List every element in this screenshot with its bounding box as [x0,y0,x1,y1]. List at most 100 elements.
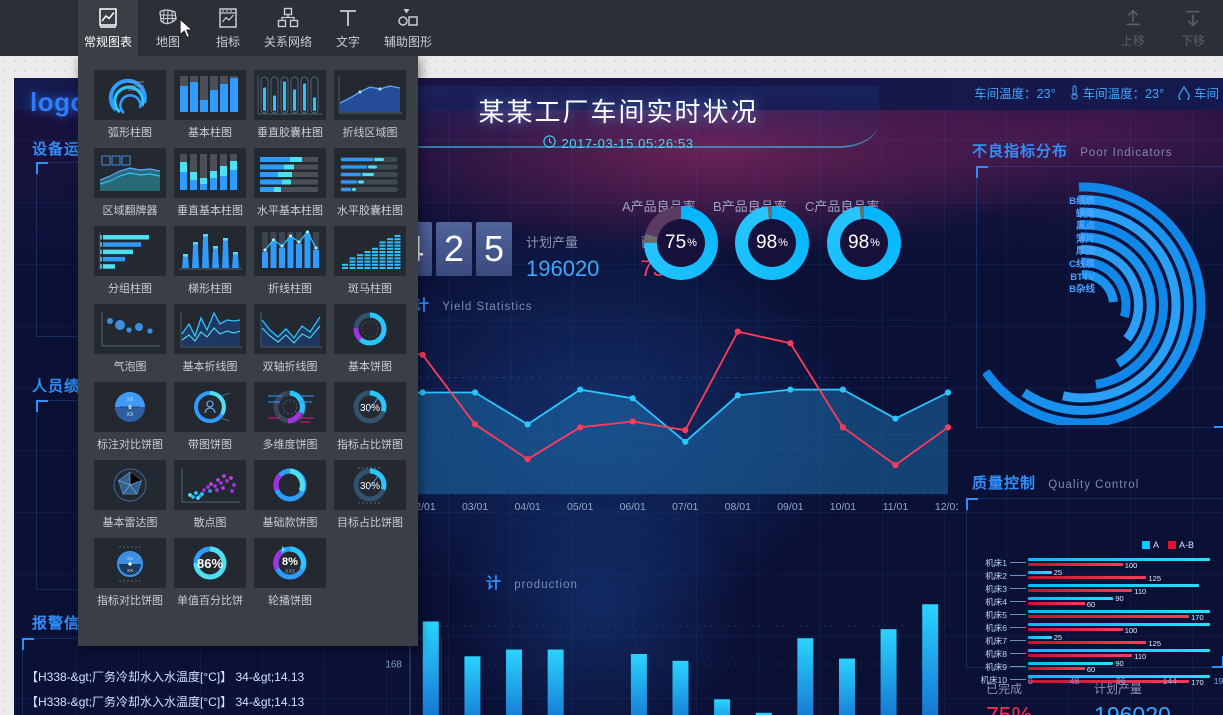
chart-type-basic-radar[interactable]: 基本雷达图 [90,460,170,530]
chart-type-indicator-compare-pie[interactable]: XX XX 指标对比饼图 [90,538,170,608]
chart-type-label: 单值百分比饼 [177,595,243,607]
chart-type-horizontal-basic-bar[interactable]: 水平基本柱图 [250,148,330,218]
qc-legend: A A-B [1141,540,1194,550]
qc-title-en: Quality Control [1048,479,1140,491]
basic-pie-thumbnail-icon [334,304,406,354]
toolbar-item-move-up[interactable]: 上移 [1103,0,1163,56]
qc-bar-pair: 170 [1010,673,1223,687]
quality-control-chart[interactable]: A A-B 机床1 100 机床2 25 125 机床3 110 机床4 90 60 机床5 170 机床… [966,498,1223,687]
kpi-value: 75% [986,702,1033,715]
move-up-icon [1122,7,1144,29]
temp-readout-3: 车间 [1178,83,1219,102]
horizontal-capsule-bar-thumbnail-icon [334,148,406,198]
toolbar-item-network[interactable]: 关系网络 [258,0,318,56]
chart-type-image-pie[interactable]: 带图饼图 [170,382,250,452]
chart-type-basic-line[interactable]: 基本折线图 [170,304,250,374]
qc-row: 机床4 90 60 [966,594,1223,609]
toolbar-item-indicator[interactable]: 指标 [198,0,258,56]
chart-type-vertical-capsule-bar[interactable]: 垂直胶囊柱图 [250,70,330,140]
chart-type-label: 标注对比饼图 [97,439,163,451]
chart-type-label: 垂直胶囊柱图 [257,127,323,139]
qc-row: 机床10 170 [966,673,1223,687]
toolbar-item-text[interactable]: 文字 [318,0,378,56]
qc-bar-a [1028,571,1052,574]
toolbar-item-shapes[interactable]: 辅助图形 [378,0,438,56]
line-bar-thumbnail-icon [254,226,326,276]
temp-label-1: 车间温度：23° [974,87,1056,101]
chart-type-arc-bar[interactable]: 弧形柱图 [90,70,170,140]
chart-type-dropdown-panel[interactable]: 弧形柱图 基本柱图 垂直胶囊柱图 折线区域图区域翻牌器 垂直基本柱图 水平基本柱图 水平胶囊… [78,56,418,646]
chart-type-zebra-bar[interactable]: 斑马柱图 [330,226,410,296]
chart-type-vertical-basic-bar[interactable]: 垂直基本柱图 [170,148,250,218]
chart-type-label: 指标占比饼图 [337,439,403,451]
qc-machine-label: 机床1 [985,557,1007,568]
chart-type-scatter[interactable]: 散点图 [170,460,250,530]
chart-type-grouped-bar[interactable]: 分组柱图 [90,226,170,296]
production-section-header: 计 production [486,572,578,593]
toolbar-item-label: 地图 [155,35,180,49]
svg-text:03/01: 03/01 [462,501,488,513]
quality-gauge[interactable]: 98% [827,206,901,280]
chart-type-line-area[interactable]: 折线区域图 [330,70,410,140]
qc-machine-label: 机床2 [985,570,1007,581]
chart-type-label: 水平胶囊柱图 [337,205,403,217]
arc-bar-thumbnail-icon [94,70,166,120]
gauge-unit: % [687,237,697,249]
chart-type-multi-dimension-pie[interactable]: 多维度饼图 [250,382,330,452]
toolbar-item-label: 上移 [1120,34,1145,48]
quality-gauge[interactable]: 98% [735,206,809,280]
toolbar-item-map[interactable]: 地图 [138,0,198,56]
page-title: 某某工厂车间实时状况 [478,97,759,127]
qc-value-ab: 60 [1086,664,1096,674]
qc-row: 机床1 100 [966,556,1223,570]
arc-label: B线痕 [1069,196,1095,207]
horizontal-basic-bar-thumbnail-icon [254,148,326,198]
chart-type-basic-bar[interactable]: 基本柱图 [170,70,250,140]
chart-type-dual-axis-line[interactable]: 双轴折线图 [250,304,330,374]
chart-type-label: 基本柱图 [188,127,232,139]
svg-text:11/01: 11/01 [883,501,909,513]
qc-bar-a [1028,584,1199,587]
chart-type-base-pie[interactable]: 基础款饼图 [250,460,330,530]
plan-output-label: 计划产量 [526,235,579,250]
production-chart[interactable]: 168252 [366,580,958,715]
top-toolbar[interactable]: 常规图表 地图 指标 关系网络 文字 辅助图形 上移 下移 [0,0,1223,56]
chart-type-bubble[interactable]: 气泡图 [90,304,170,374]
qc-row: 机床9 90 60 [966,659,1223,674]
image-pie-thumbnail-icon [174,382,246,432]
toolbar-left-group: 常规图表 地图 指标 关系网络 文字 辅助图形 [78,0,438,56]
yield-statistics-chart[interactable]: 01/0102/0103/0104/0105/0106/0107/0108/01… [357,302,961,542]
poor-indicators-arc-chart[interactable] [981,170,1223,428]
area-flipper-thumbnail-icon [94,148,166,198]
legend-item: A-B [1167,540,1194,550]
qc-machine-label: 机床7 [985,635,1007,646]
chart-type-trapezoid-bar[interactable]: 梯形柱图 [170,226,250,296]
qc-x-axis: 0 48 96 144 192 [1028,676,1223,686]
chart-type-single-percent-pie[interactable]: 86% 单值百分比饼 [170,538,250,608]
chart-type-indicator-ratio-pie[interactable]: 30% 指标占比饼图 [330,382,410,452]
chart-type-carousel-pie[interactable]: 8% XXX 轮播饼图 [250,538,330,608]
qc-value-ab: 110 [1134,651,1147,661]
toolbar-item-chart[interactable]: 常规图表 [78,0,138,56]
quality-gauge[interactable]: 75% [644,206,718,280]
svg-text:08/01: 08/01 [725,501,751,513]
chart-type-basic-pie[interactable]: 基本饼图 [330,304,410,374]
toolbar-item-move-down[interactable]: 下移 [1163,0,1223,56]
qc-bar-a [1028,610,1210,613]
chart-type-area-flipper[interactable]: 区域翻牌器 [90,148,170,218]
qc-bar-pair: 110 [1010,647,1223,661]
chart-type-line-bar[interactable]: 折线柱图 [250,226,330,296]
chart-type-annotated-compare-pie[interactable]: XX XX 标注对比饼图 [90,382,170,452]
map-icon [156,6,180,30]
svg-text:12/01: 12/01 [935,501,958,513]
dashboard-title-block: 某某工厂车间实时状况 2017-03-15 05:26:53 [14,92,1223,151]
qc-row: 机床8 110 [966,647,1223,661]
counter-digit: 2 [436,222,472,276]
chart-type-label: 垂直基本柱图 [177,205,243,217]
move-down-icon [1182,7,1204,29]
clock-icon [543,135,557,151]
chart-type-horizontal-capsule-bar[interactable]: 水平胶囊柱图 [330,148,410,218]
text-icon [336,6,360,30]
alarm-row: 【H338-&gt;厂务冷却水入水温度[°C]】 34-&gt;14.13 [26,670,305,684]
chart-type-target-ratio-pie[interactable]: 30% 目标占比饼图 [330,460,410,530]
